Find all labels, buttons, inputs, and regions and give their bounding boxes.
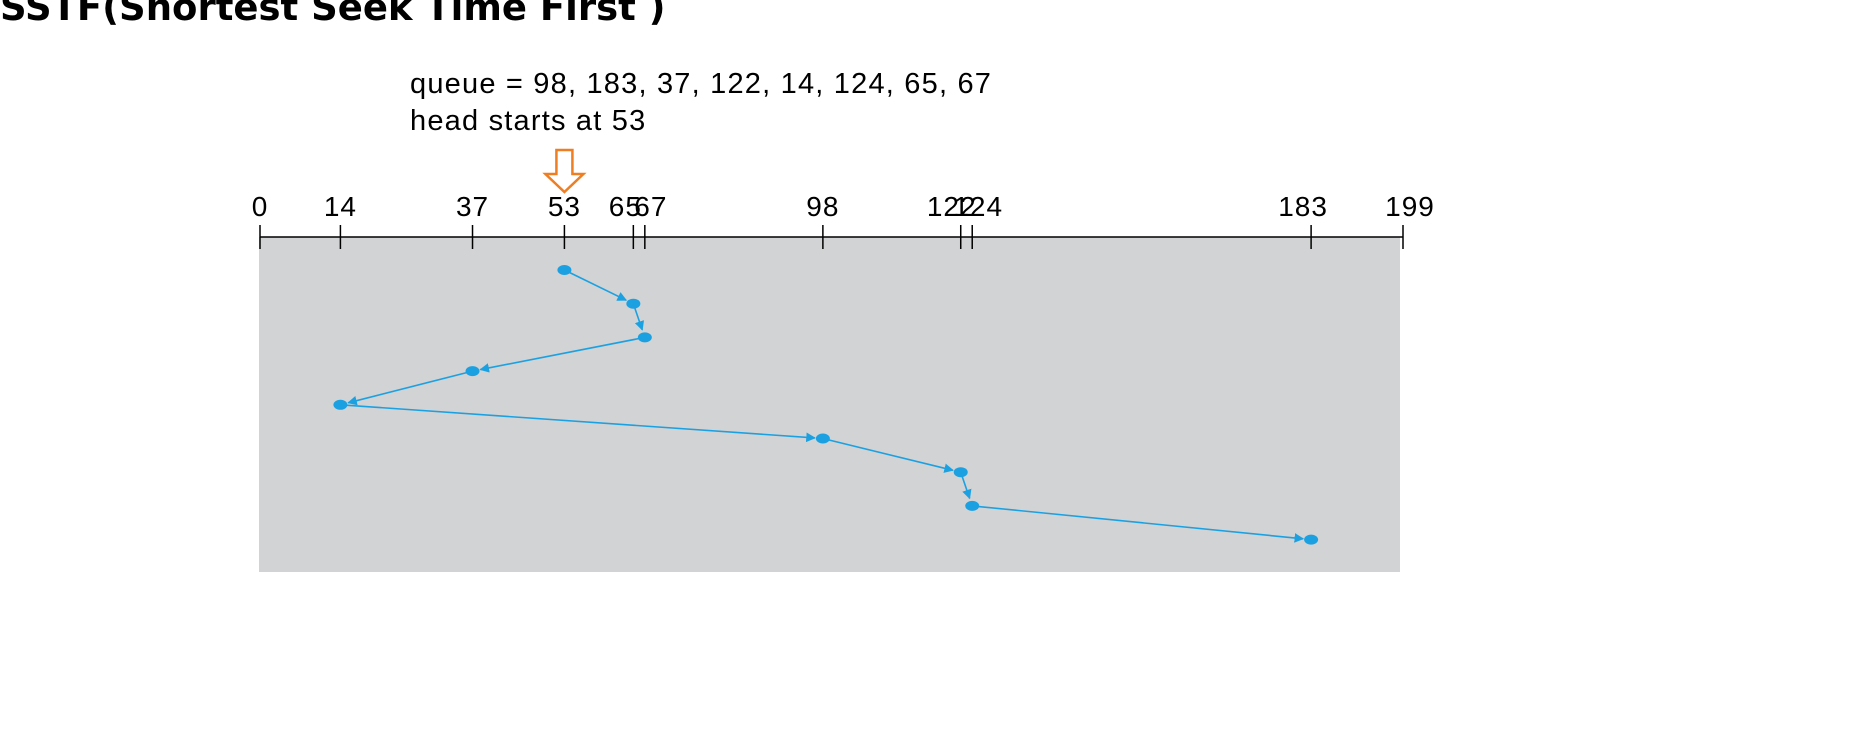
seek-point: [1304, 534, 1319, 545]
seek-point: [815, 433, 830, 444]
seek-point: [465, 366, 480, 377]
axis-tick-label: 0: [252, 191, 269, 222]
axis-tick-label: 67: [634, 191, 667, 222]
axis-tick-label: 183: [1278, 191, 1328, 222]
axis-tick-label: 124: [953, 191, 1003, 222]
seek-point: [965, 500, 980, 511]
axis-tick-label: 199: [1385, 191, 1435, 222]
seek-point: [953, 467, 968, 478]
axis-tick-label: 37: [456, 191, 489, 222]
axis-tick-label: 14: [324, 191, 357, 222]
diagram-panel: [259, 237, 1400, 572]
axis-tick-label: 65: [609, 191, 642, 222]
head-start-arrow: [542, 148, 587, 194]
seek-segment: [347, 370, 473, 406]
seek-points: [333, 265, 1319, 545]
seek-point: [637, 332, 652, 343]
seek-point: [626, 298, 641, 309]
seek-segment: [479, 336, 645, 373]
seek-segment: [340, 404, 816, 443]
seek-point: [333, 399, 348, 410]
axis-tick-label: 98: [806, 191, 839, 222]
queue-text: queue = 98, 183, 37, 122, 14, 124, 65, 6…: [410, 68, 993, 100]
seek-segment: [972, 505, 1305, 543]
seek-segment: [822, 437, 954, 473]
seek-segment: [564, 269, 628, 301]
head-start-text: head starts at 53: [410, 105, 647, 137]
axis-tick-label: 53: [548, 191, 581, 222]
page-title: SSTF(Shortest Seek Time First ): [0, 0, 666, 29]
head-start-marker: [542, 148, 587, 194]
axis-tick-label: 122: [927, 191, 977, 222]
seek-point: [557, 265, 572, 275]
seek-path: [340, 269, 1305, 543]
